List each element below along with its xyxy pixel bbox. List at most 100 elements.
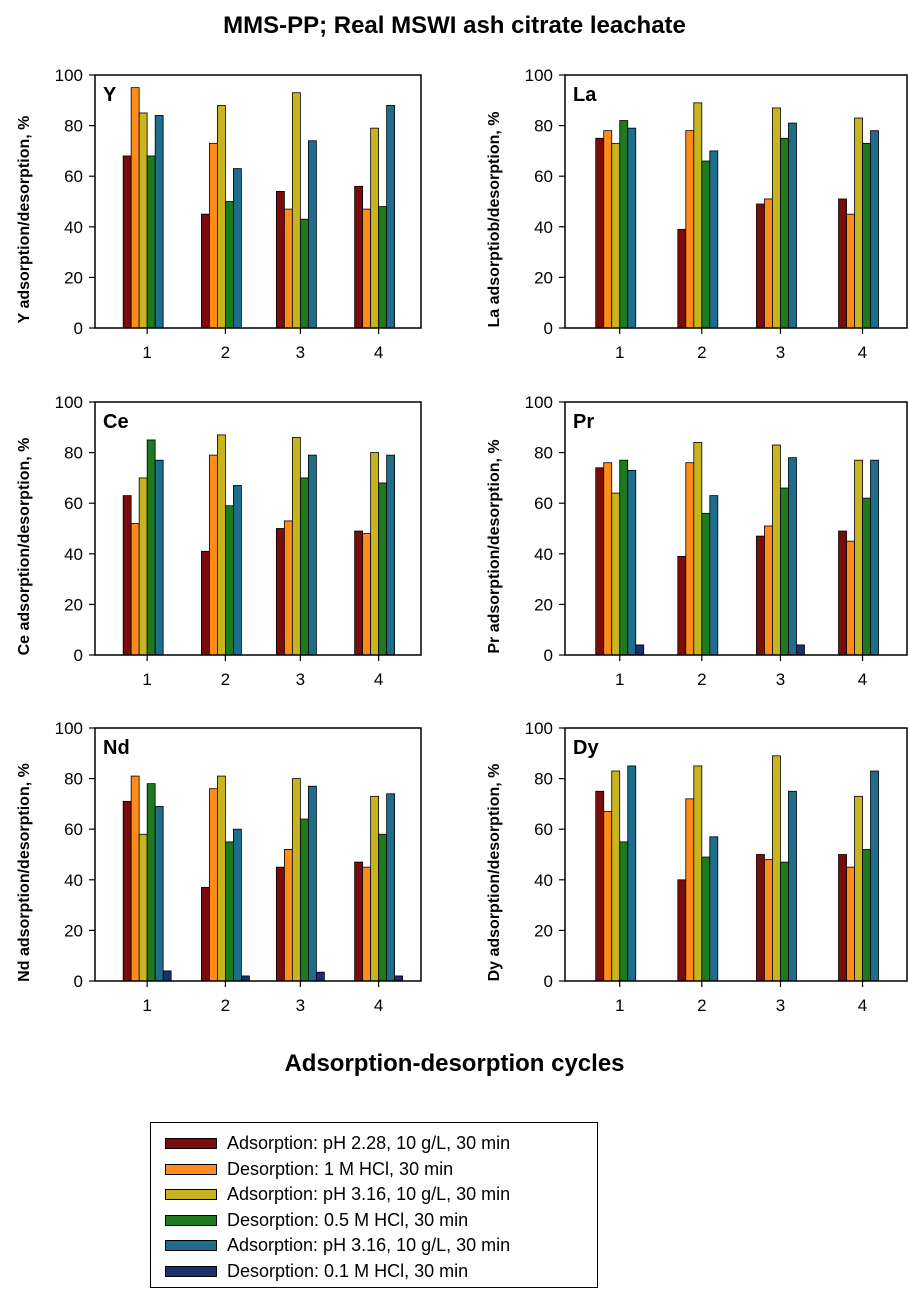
legend-swatch bbox=[165, 1163, 217, 1175]
bar bbox=[685, 130, 695, 329]
panel-element-label: Pr bbox=[573, 411, 594, 433]
bar bbox=[846, 540, 855, 656]
bar bbox=[283, 520, 293, 656]
bar bbox=[291, 437, 301, 656]
bar bbox=[846, 213, 855, 329]
x-tick-label: 2 bbox=[221, 996, 230, 1015]
plot-frame bbox=[564, 74, 908, 329]
y-tick-label: 40 bbox=[534, 545, 553, 564]
bar bbox=[386, 793, 396, 982]
x-tick-label: 1 bbox=[615, 670, 624, 689]
bar bbox=[846, 866, 855, 982]
bar bbox=[772, 107, 781, 329]
bar bbox=[788, 122, 797, 329]
bar bbox=[780, 861, 789, 982]
bar bbox=[216, 434, 226, 656]
y-tick-label: 100 bbox=[525, 66, 553, 85]
bar bbox=[122, 495, 132, 656]
legend-swatch bbox=[165, 1138, 217, 1150]
panel-element-label: Nd bbox=[103, 737, 130, 759]
bar bbox=[122, 155, 132, 329]
bar bbox=[685, 798, 695, 982]
y-tick-label: 100 bbox=[55, 393, 83, 412]
y-tick-label: 0 bbox=[74, 972, 83, 991]
bar bbox=[838, 854, 847, 982]
legend-label: Desorption: 0.5 M HCl, 30 min bbox=[227, 1209, 469, 1230]
bar bbox=[130, 775, 140, 982]
x-tick-label: 3 bbox=[296, 996, 305, 1015]
legend-item: Adsorption: pH 3.16, 10 g/L, 30 min bbox=[165, 1233, 597, 1259]
bar bbox=[677, 228, 687, 329]
y-tick-label: 80 bbox=[534, 770, 553, 789]
bar bbox=[138, 112, 148, 329]
bar bbox=[146, 783, 156, 982]
x-tick-label: 4 bbox=[374, 996, 383, 1015]
legend-swatch bbox=[165, 1214, 217, 1226]
bar bbox=[378, 482, 388, 656]
y-axis-label: Pr adsorption/desorption, % bbox=[486, 439, 503, 653]
bar bbox=[709, 836, 719, 982]
bar bbox=[788, 457, 797, 656]
bar bbox=[299, 218, 309, 329]
chart-panel-dy: 0 20 40 60 80 100 1 2 3 4 Dy Dy adsorption/desorpti… bbox=[486, 719, 908, 1015]
y-tick-label: 40 bbox=[64, 218, 83, 237]
panel-element-label: Y bbox=[103, 84, 117, 106]
bar bbox=[291, 778, 301, 982]
bar bbox=[354, 185, 364, 329]
x-tick-label: 3 bbox=[776, 670, 785, 689]
bar bbox=[130, 523, 140, 656]
x-tick-label: 2 bbox=[697, 670, 706, 689]
bar bbox=[627, 469, 637, 656]
y-axis-label: La adsorptiob/desorption, % bbox=[486, 111, 503, 327]
bar bbox=[208, 788, 218, 982]
bar bbox=[619, 841, 629, 982]
bar bbox=[709, 150, 719, 329]
bar bbox=[299, 818, 309, 982]
x-tick-label: 1 bbox=[142, 343, 151, 362]
bar bbox=[603, 130, 613, 329]
bar bbox=[611, 770, 621, 982]
bar bbox=[764, 859, 773, 982]
bar bbox=[701, 512, 711, 656]
bar bbox=[154, 806, 164, 982]
bar bbox=[362, 208, 372, 329]
bar bbox=[299, 477, 309, 656]
y-tick-label: 80 bbox=[534, 117, 553, 136]
bar bbox=[138, 477, 148, 656]
bar bbox=[370, 795, 380, 982]
bar bbox=[693, 102, 703, 329]
bar bbox=[370, 452, 380, 656]
figure-title: MMS-PP; Real MSWI ash citrate leachate bbox=[223, 12, 686, 39]
bar bbox=[685, 462, 695, 656]
y-tick-label: 0 bbox=[74, 646, 83, 665]
panel-element-label: Ce bbox=[103, 411, 129, 433]
legend-item: Adsorption: pH 2.28, 10 g/L, 30 min bbox=[165, 1131, 597, 1157]
bar bbox=[224, 505, 234, 656]
bar bbox=[154, 459, 164, 656]
legend-item: Desorption: 0.5 M HCl, 30 min bbox=[165, 1208, 597, 1234]
bar bbox=[362, 533, 372, 656]
y-tick-label: 80 bbox=[64, 444, 83, 463]
bar bbox=[362, 866, 372, 982]
bar bbox=[138, 833, 148, 982]
bar bbox=[224, 841, 234, 982]
x-tick-label: 2 bbox=[221, 670, 230, 689]
chart-panel-pr: 0 20 40 60 80 100 1 2 3 4 Pr Pr adsorption/desorpti… bbox=[486, 393, 908, 689]
x-tick-label: 4 bbox=[858, 670, 867, 689]
y-tick-label: 0 bbox=[544, 319, 553, 338]
bar bbox=[275, 190, 285, 329]
bar bbox=[146, 155, 156, 329]
bar bbox=[275, 866, 285, 982]
bar bbox=[796, 644, 805, 656]
bar bbox=[619, 120, 629, 329]
x-tick-label: 1 bbox=[615, 343, 624, 362]
y-axis-label: Dy adsorption/desorption, % bbox=[486, 764, 503, 982]
bar bbox=[200, 213, 210, 329]
bar bbox=[394, 975, 404, 982]
bar bbox=[677, 555, 687, 656]
legend-label: Adsorption: pH 2.28, 10 g/L, 30 min bbox=[227, 1133, 511, 1154]
x-tick-label: 2 bbox=[221, 343, 230, 362]
y-tick-label: 60 bbox=[534, 167, 553, 186]
legend-item: Desorption: 1 M HCl, 30 min bbox=[165, 1157, 597, 1183]
